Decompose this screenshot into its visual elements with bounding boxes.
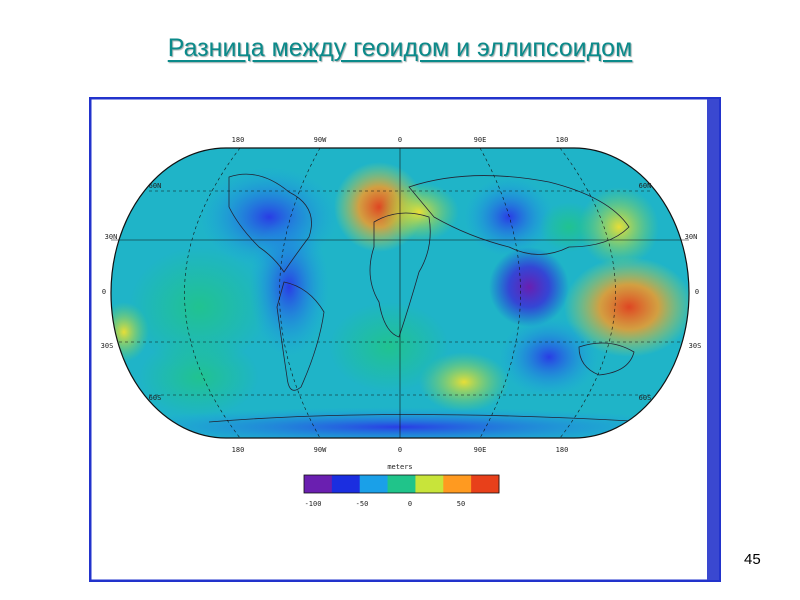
lat-label-right-60n: 60N <box>639 182 652 190</box>
colorbar-tick-0: 0 <box>408 500 412 508</box>
lon-label-bottom-180w: 180 <box>232 446 245 454</box>
colorbar-tick-50: 50 <box>457 500 465 508</box>
colorbar-swatch <box>304 475 333 493</box>
lat-label-left-30n: 30N <box>105 233 118 241</box>
colorbar-tick-minus100: -100 <box>305 500 322 508</box>
page-number: 45 <box>744 551 761 568</box>
figure-border-shadow <box>707 99 719 580</box>
lat-label-left-30s: 30S <box>101 342 114 350</box>
colorbar-swatch <box>415 475 444 493</box>
lat-label-left-60n: 60N <box>149 182 162 190</box>
lat-label-right-60s: 60S <box>639 394 652 402</box>
geoid-anomaly-field <box>111 148 689 438</box>
lon-label-top-90w: 90W <box>314 136 327 144</box>
colorbar-title: meters <box>387 463 412 471</box>
lon-label-bottom-0: 0 <box>398 446 402 454</box>
lon-label-bottom-90e: 90E <box>474 446 487 454</box>
slide-title: Разница между геоидом и эллипсоидом <box>167 34 633 62</box>
lat-label-left-0: 0 <box>102 288 106 296</box>
colorbar-outline <box>303 474 500 494</box>
lat-label-right-30s: 30S <box>689 342 702 350</box>
graticule <box>111 147 689 439</box>
colorbar-tick-minus50: -50 <box>356 500 369 508</box>
lat-label-left-60s: 60S <box>149 394 162 402</box>
colorbar-swatch <box>331 475 361 493</box>
lon-label-bottom-90w: 90W <box>314 446 327 454</box>
lon-label-top-180e: 180 <box>556 136 569 144</box>
colorbar-swatches <box>304 475 500 493</box>
colorbar-swatch <box>359 475 389 493</box>
lat-label-right-0: 0 <box>695 288 699 296</box>
lon-label-top-0: 0 <box>398 136 402 144</box>
lat-label-right-30n: 30N <box>685 233 698 241</box>
colorbar-swatch <box>471 475 500 493</box>
colorbar-swatch <box>387 475 416 493</box>
geoid-map-figure: 180 90W 0 90E 180 180 90W 0 90E 180 60N … <box>89 97 721 582</box>
lon-label-bottom-180e: 180 <box>556 446 569 454</box>
lon-label-top-180w: 180 <box>232 136 245 144</box>
colorbar: meters -100 -50 0 50 <box>303 463 500 508</box>
lon-label-top-90e: 90E <box>474 136 487 144</box>
colorbar-swatch <box>443 475 472 493</box>
